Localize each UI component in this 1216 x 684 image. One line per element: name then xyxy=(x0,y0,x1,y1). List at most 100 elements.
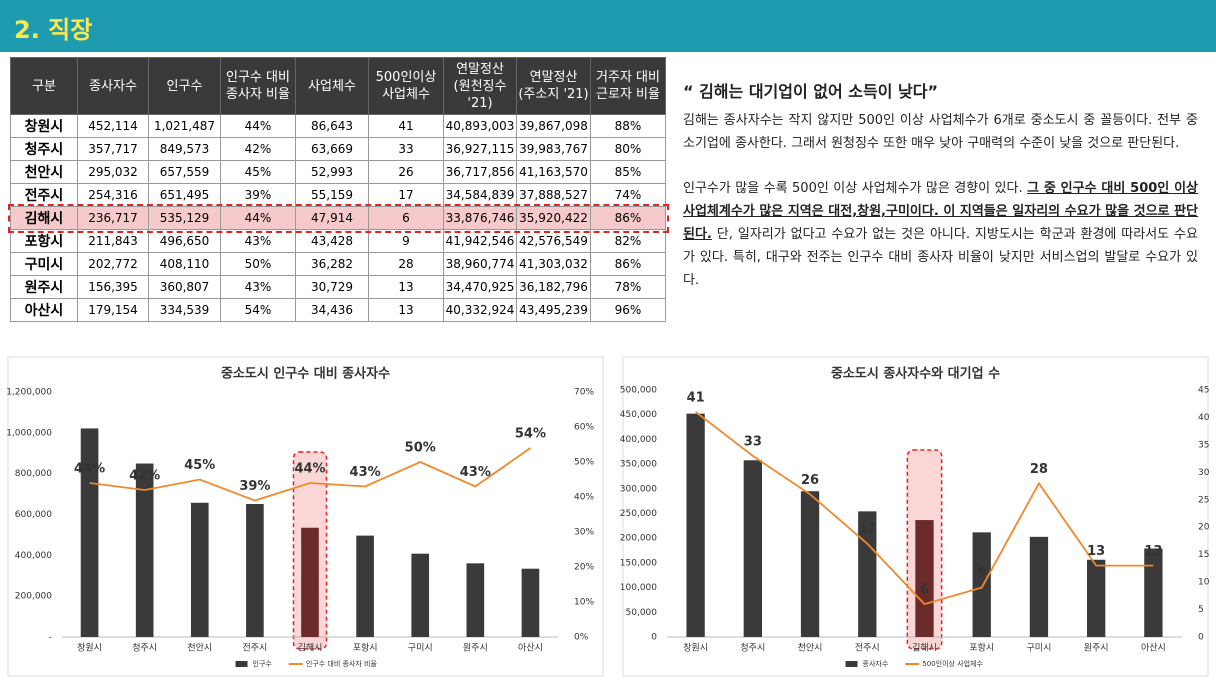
data-label: 41 xyxy=(687,390,705,405)
table-cell: 334,539 xyxy=(148,298,221,322)
bar xyxy=(135,463,154,637)
bar xyxy=(521,568,540,637)
table-cell: 청주시 xyxy=(10,137,78,161)
table-cell: 6 xyxy=(368,206,444,230)
x-tick-label: 원주시 xyxy=(1084,643,1109,654)
x-tick-label: 전주시 xyxy=(242,643,267,654)
text-run: 단, 일자리가 없다고 수요가 없는 것은 아니다. 지방도시는 학군과 환경에… xyxy=(683,227,1198,288)
x-tick-label: 포항시 xyxy=(353,643,378,654)
data-label: 54% xyxy=(515,427,546,442)
bar xyxy=(356,535,374,637)
header-cell: 연말정산 (주소지 '21) xyxy=(516,57,591,115)
header-cell: 인구수 대비 종사자 비율 xyxy=(220,57,296,115)
bar xyxy=(246,503,264,637)
y-tick-label: 0 xyxy=(651,633,657,643)
table-cell: 13 xyxy=(368,275,444,299)
y2-tick-label: 0% xyxy=(574,633,589,643)
legend-label: 인구수 대비 종사자 비율 xyxy=(306,659,378,668)
header-cell: 구분 xyxy=(10,57,78,115)
data-label: 13 xyxy=(1087,544,1105,559)
page-title: 2. 직장 xyxy=(14,16,93,44)
legend-label: 인구수 xyxy=(253,659,273,668)
bar xyxy=(800,491,820,637)
x-tick-label: 청주시 xyxy=(740,643,765,654)
table-cell: 13 xyxy=(368,298,444,322)
x-tick-label: 창원시 xyxy=(77,643,102,654)
bar xyxy=(466,563,485,637)
y-tick-label: 1,200,000 xyxy=(6,388,52,398)
data-label: 44% xyxy=(294,462,325,477)
table-cell: 포항시 xyxy=(10,229,78,253)
y2-tick-label: 25 xyxy=(1198,495,1209,505)
y2-tick-label: 70% xyxy=(574,388,594,398)
table-row: 원주시 156,395 360,807 43% 30,729 13 34,470,925 36… xyxy=(10,275,666,299)
table-cell: 33,876,746 xyxy=(443,206,517,230)
table-cell: 45% xyxy=(220,160,296,184)
table-cell: 43% xyxy=(220,275,296,299)
header-cell: 500인이상 사업체수 xyxy=(368,57,444,115)
bar xyxy=(80,428,99,637)
table-cell: 211,843 xyxy=(77,229,149,253)
data-label: 28 xyxy=(1030,462,1048,477)
bar xyxy=(915,520,934,637)
y2-tick-label: 50% xyxy=(574,458,594,468)
table-cell: 54% xyxy=(220,298,296,322)
header-cell: 인구수 xyxy=(148,57,221,115)
text-run: 그 중 인구수 대비 500인 이상 사업체계수가 많은 지역은 대전,창원,구… xyxy=(683,181,1199,242)
bar xyxy=(1029,536,1049,637)
table-cell: 39,983,767 xyxy=(516,137,591,161)
data-table: 구분 종사자수 인구수 인구수 대비 종사자 비율 사업체수 500인이상 사업체수 연말정… xyxy=(7,57,669,322)
y2-tick-label: 10 xyxy=(1198,578,1210,588)
x-tick-label: 구미시 xyxy=(408,643,433,654)
line xyxy=(89,447,531,502)
table-cell: 17 xyxy=(368,183,444,207)
y2-tick-label: 0 xyxy=(1198,633,1204,643)
table-cell: 43,495,239 xyxy=(516,298,591,322)
table-cell: 37,888,527 xyxy=(516,183,591,207)
table-cell: 36,717,856 xyxy=(443,160,517,184)
bar xyxy=(972,532,991,637)
table-cell: 9 xyxy=(368,229,444,253)
table-cell: 아산시 xyxy=(10,298,78,322)
table-cell: 34,470,925 xyxy=(443,275,517,299)
text-run: 김해는 종사자수는 작지 않지만 500인 이상 사업체수가 6개로 중소도시 … xyxy=(683,113,1198,151)
data-label: 45% xyxy=(184,458,215,473)
x-tick-label: 천안시 xyxy=(798,643,823,654)
table-row: 천안시 295,032 657,559 45% 52,993 26 36,717,856 41… xyxy=(10,160,666,184)
data-label: 44% xyxy=(74,462,105,477)
bar xyxy=(301,527,319,637)
table-cell: 202,772 xyxy=(77,252,149,276)
line xyxy=(695,411,1154,606)
data-label: 33 xyxy=(744,434,762,449)
y-tick-label: 800,000 xyxy=(15,469,52,479)
table-row: 구미시 202,772 408,110 50% 36,282 28 38,960,774 41… xyxy=(10,252,666,276)
data-label: 9 xyxy=(977,566,986,581)
y-tick-label: 100,000 xyxy=(620,583,657,593)
text-run: 인구수가 많을 수록 500인 이상 사업체수가 많은 경향이 있다. xyxy=(683,181,1028,196)
header-bar: 2. 직장 xyxy=(0,0,1216,52)
y-tick-label: 250,000 xyxy=(620,509,657,519)
legend-label: 종사자수 xyxy=(863,659,889,668)
x-tick-label: 천안시 xyxy=(187,643,212,654)
legend-swatch xyxy=(235,661,248,667)
data-label: 39% xyxy=(239,479,270,494)
x-tick-label: 김해시 xyxy=(912,642,937,654)
table-cell: 38,960,774 xyxy=(443,252,517,276)
y2-tick-label: 15 xyxy=(1198,550,1209,560)
table-row: 청주시 357,717 849,573 42% 63,669 33 36,927,115 39… xyxy=(10,137,666,161)
table-cell: 86,643 xyxy=(295,114,369,138)
table-cell: 43% xyxy=(220,229,296,253)
y-tick-label: 500,000 xyxy=(620,386,657,396)
y-tick-label: 450,000 xyxy=(620,410,657,420)
chart-title: 중소도시 인구수 대비 종사자수 xyxy=(221,366,390,382)
y2-tick-label: 5 xyxy=(1198,605,1204,615)
y-tick-label: - xyxy=(49,633,52,643)
table-cell: 156,395 xyxy=(77,275,149,299)
text-title: “ 김해는 대기업이 없어 소득이 낮다” xyxy=(683,82,938,101)
y2-tick-label: 30% xyxy=(574,528,594,538)
table-cell: 44% xyxy=(220,206,296,230)
table-cell: 35,920,422 xyxy=(516,206,591,230)
data-label: 13 xyxy=(1144,544,1162,559)
